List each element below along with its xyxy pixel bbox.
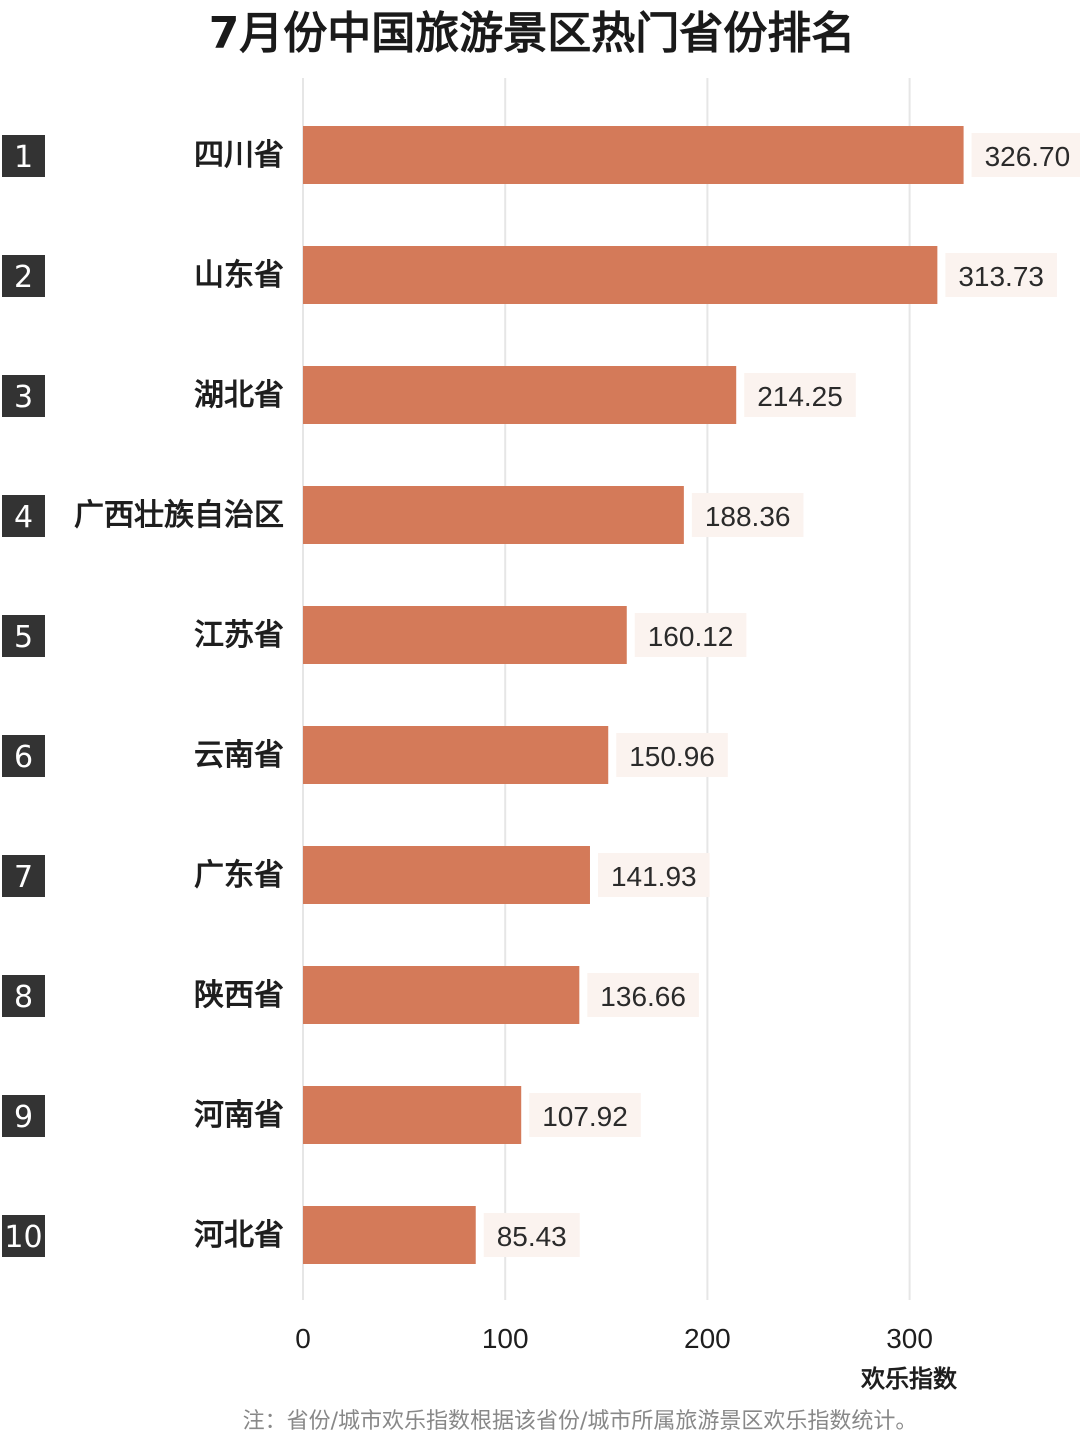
bar-row: 7 广东省 141.93 <box>2 846 710 904</box>
x-tick-label: 100 <box>482 1323 529 1354</box>
value-label: 188.36 <box>705 501 791 532</box>
bar-row: 6 云南省 150.96 <box>2 726 728 784</box>
bar <box>303 246 938 304</box>
rank-number: 9 <box>14 1100 33 1135</box>
x-tick-label: 0 <box>295 1323 311 1354</box>
rank-number: 1 <box>14 140 33 175</box>
bar <box>303 726 609 784</box>
value-label: 107.92 <box>542 1101 628 1132</box>
bar <box>303 846 590 904</box>
rank-badge <box>2 135 45 177</box>
footnote: 注：省份/城市欢乐指数根据该省份/城市所属旅游景区欢乐指数统计。 <box>243 1409 918 1434</box>
rank-number: 5 <box>14 620 33 655</box>
value-label-bg <box>945 253 1057 297</box>
bar-row: 3 湖北省 214.25 <box>2 366 856 424</box>
value-label: 136.66 <box>600 981 686 1012</box>
rank-badge <box>2 735 45 777</box>
category-label: 四川省 <box>194 138 284 173</box>
bars: 1 四川省 326.70 2 山东省 313.73 3 湖北省 214.25 4 广西壮族自治区 18… <box>2 126 1080 1264</box>
bar-row: 4 广西壮族自治区 188.36 <box>2 486 804 544</box>
category-label: 陕西省 <box>194 978 284 1013</box>
value-label: 214.25 <box>757 381 843 412</box>
rank-badge <box>2 855 45 897</box>
rank-number: 8 <box>14 980 33 1015</box>
x-axis-ticks: 0 100 200 300 <box>295 1323 933 1354</box>
rank-badge <box>2 255 45 297</box>
bar <box>303 126 964 184</box>
bar <box>303 966 580 1024</box>
value-label: 313.73 <box>958 261 1044 292</box>
rank-number: 7 <box>14 860 33 895</box>
bar <box>303 486 684 544</box>
bar <box>303 606 627 664</box>
rank-badge <box>2 615 45 657</box>
bar-row: 5 江苏省 160.12 <box>2 606 747 664</box>
value-label-bg <box>483 1213 580 1257</box>
value-label: 85.43 <box>497 1221 567 1252</box>
value-label: 160.12 <box>648 621 734 652</box>
bar-row: 2 山东省 313.73 <box>2 246 1057 304</box>
value-label-bg <box>529 1093 641 1137</box>
category-label: 河北省 <box>194 1218 284 1253</box>
rank-number: 6 <box>14 740 33 775</box>
bar-row: 9 河南省 107.92 <box>2 1086 641 1144</box>
bar <box>303 366 737 424</box>
value-label-bg <box>691 493 804 537</box>
value-label-bg <box>744 373 856 417</box>
x-tick-label: 200 <box>684 1323 731 1354</box>
category-label: 广西壮族自治区 <box>74 498 284 533</box>
category-label: 广东省 <box>194 858 284 893</box>
bar-row: 8 陕西省 136.66 <box>2 966 699 1024</box>
bar <box>303 1086 522 1144</box>
value-label-bg <box>971 133 1080 177</box>
category-label: 河南省 <box>194 1098 284 1133</box>
category-label: 湖北省 <box>194 378 284 413</box>
category-label: 山东省 <box>194 258 284 293</box>
category-label: 云南省 <box>194 738 284 773</box>
value-label: 141.93 <box>611 861 697 892</box>
bar <box>303 1206 476 1264</box>
rank-badge <box>2 1095 45 1137</box>
rank-number: 2 <box>14 260 33 295</box>
value-label: 150.96 <box>629 741 715 772</box>
bar-row: 10 河北省 85.43 <box>2 1206 580 1264</box>
rank-badge <box>2 1215 45 1257</box>
value-label-bg <box>634 613 747 657</box>
rank-badge <box>2 975 45 1017</box>
x-axis-label: 欢乐指数 <box>860 1365 958 1393</box>
value-label-bg <box>616 733 728 777</box>
chart-title: 7月份中国旅游景区热门省份排名 <box>209 8 856 59</box>
value-label-bg <box>587 973 699 1017</box>
rank-number: 4 <box>14 500 33 535</box>
category-label: 江苏省 <box>194 618 284 653</box>
rank-badge <box>2 495 45 537</box>
x-tick-label: 300 <box>886 1323 933 1354</box>
value-label-bg <box>597 853 710 897</box>
rank-number: 3 <box>14 380 33 415</box>
bar-row: 1 四川省 326.70 <box>2 126 1080 184</box>
rank-badge <box>2 375 45 417</box>
rank-number: 10 <box>4 1220 42 1255</box>
value-label: 326.70 <box>985 141 1071 172</box>
